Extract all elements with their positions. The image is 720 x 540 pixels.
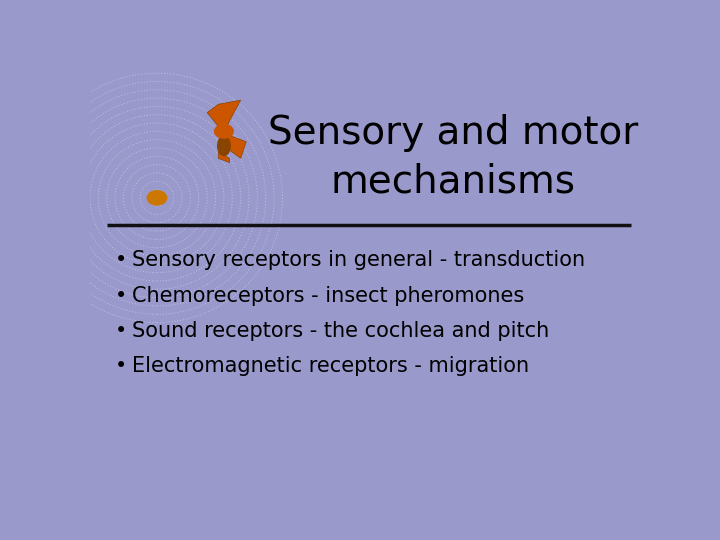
Text: Sensory receptors in general - transduction: Sensory receptors in general - transduct…	[132, 250, 585, 270]
Ellipse shape	[217, 136, 231, 156]
Text: •: •	[114, 356, 127, 376]
Text: •: •	[114, 321, 127, 341]
Text: Electromagnetic receptors - migration: Electromagnetic receptors - migration	[132, 356, 529, 376]
Text: Sound receptors - the cochlea and pitch: Sound receptors - the cochlea and pitch	[132, 321, 549, 341]
Text: Chemoreceptors - insect pheromones: Chemoreceptors - insect pheromones	[132, 286, 524, 306]
Text: •: •	[114, 250, 127, 270]
Text: mechanisms: mechanisms	[330, 162, 575, 200]
Polygon shape	[224, 133, 246, 158]
Circle shape	[214, 124, 234, 139]
Text: •: •	[114, 286, 127, 306]
Polygon shape	[218, 152, 230, 163]
Text: Sensory and motor: Sensory and motor	[268, 114, 638, 152]
Circle shape	[148, 191, 166, 205]
Polygon shape	[207, 100, 240, 133]
